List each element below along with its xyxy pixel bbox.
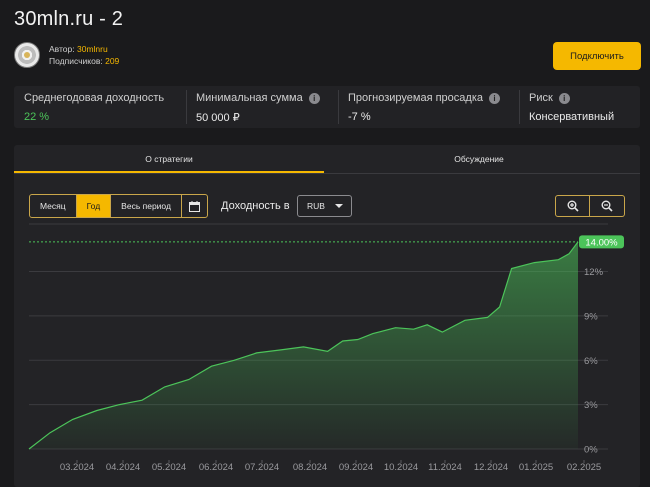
tab-about[interactable]: О стратегии	[14, 145, 324, 173]
info-icon[interactable]: i	[558, 92, 570, 104]
calendar-button[interactable]	[182, 195, 207, 217]
stat-label: Среднегодовая доходность	[24, 92, 165, 104]
stat-annual-yield: Среднегодовая доходность 22 %	[14, 86, 186, 128]
connect-button[interactable]: Подключить	[553, 42, 641, 70]
stat-value: 50 000 ₽	[196, 112, 240, 124]
stat-min-amount: Минимальная сумма i 50 000 ₽	[186, 86, 338, 128]
chevron-down-icon	[335, 204, 343, 208]
tab-discussion[interactable]: Обсуждение	[454, 154, 504, 164]
stat-value: -7 %	[348, 111, 371, 123]
author-info: Автор: 30mlnru Подписчиков: 209	[49, 43, 119, 67]
author-name[interactable]: 30mlnru	[77, 44, 108, 54]
info-icon[interactable]: i	[308, 92, 320, 104]
period-selector: Месяц Год Весь период	[29, 194, 208, 218]
period-month-button[interactable]: Месяц	[30, 195, 77, 217]
subscribers-label: Подписчиков:	[49, 56, 103, 66]
stat-value: Консервативный	[529, 111, 615, 123]
calendar-icon	[188, 200, 200, 212]
author-label: Автор:	[49, 44, 75, 54]
strategy-panel: О стратегии Обсуждение Месяц Год Весь пе…	[14, 145, 640, 487]
author-block: Автор: 30mlnru Подписчиков: 209	[14, 42, 119, 68]
zoom-in-button[interactable]	[555, 195, 590, 217]
currency-value: RUB	[307, 201, 325, 211]
currency-select[interactable]: RUB	[297, 195, 352, 217]
stats-bar: Среднегодовая доходность 22 % Минимальна…	[14, 86, 640, 128]
period-all-button[interactable]: Весь период	[111, 195, 182, 217]
zoom-in-icon	[567, 200, 579, 212]
stat-value: 22 %	[24, 111, 50, 123]
period-year-button[interactable]: Год	[76, 195, 112, 217]
page-title: 30mln.ru - 2	[14, 8, 124, 30]
stat-drawdown: Прогнозируемая просадка i -7 %	[338, 86, 519, 128]
stat-label: Прогнозируемая просадка	[348, 92, 483, 104]
zoom-out-button[interactable]	[590, 195, 625, 217]
zoom-out-icon	[601, 200, 613, 212]
yield-label: Доходность в	[221, 200, 290, 212]
stat-label: Риск	[529, 92, 553, 104]
stat-risk: Риск i Консервативный	[519, 86, 640, 128]
avatar[interactable]	[14, 42, 40, 68]
info-icon[interactable]: i	[489, 92, 500, 104]
stat-label: Минимальная сумма	[196, 92, 303, 104]
tab-bar: О стратегии Обсуждение	[14, 145, 640, 174]
subscribers-count: 209	[105, 56, 120, 66]
